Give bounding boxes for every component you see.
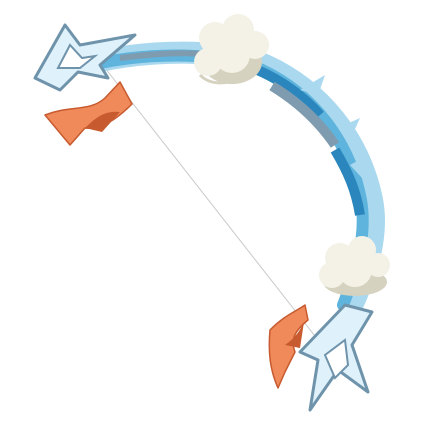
cloud-puff-top — [194, 14, 269, 85]
cloud-puff-bottom — [319, 236, 390, 296]
ribbon-bottom — [268, 304, 309, 389]
bow-tip-bottom — [298, 303, 374, 412]
bow-tip-top — [33, 23, 137, 92]
ribbon-top — [44, 81, 133, 146]
bow-string — [104, 67, 323, 346]
